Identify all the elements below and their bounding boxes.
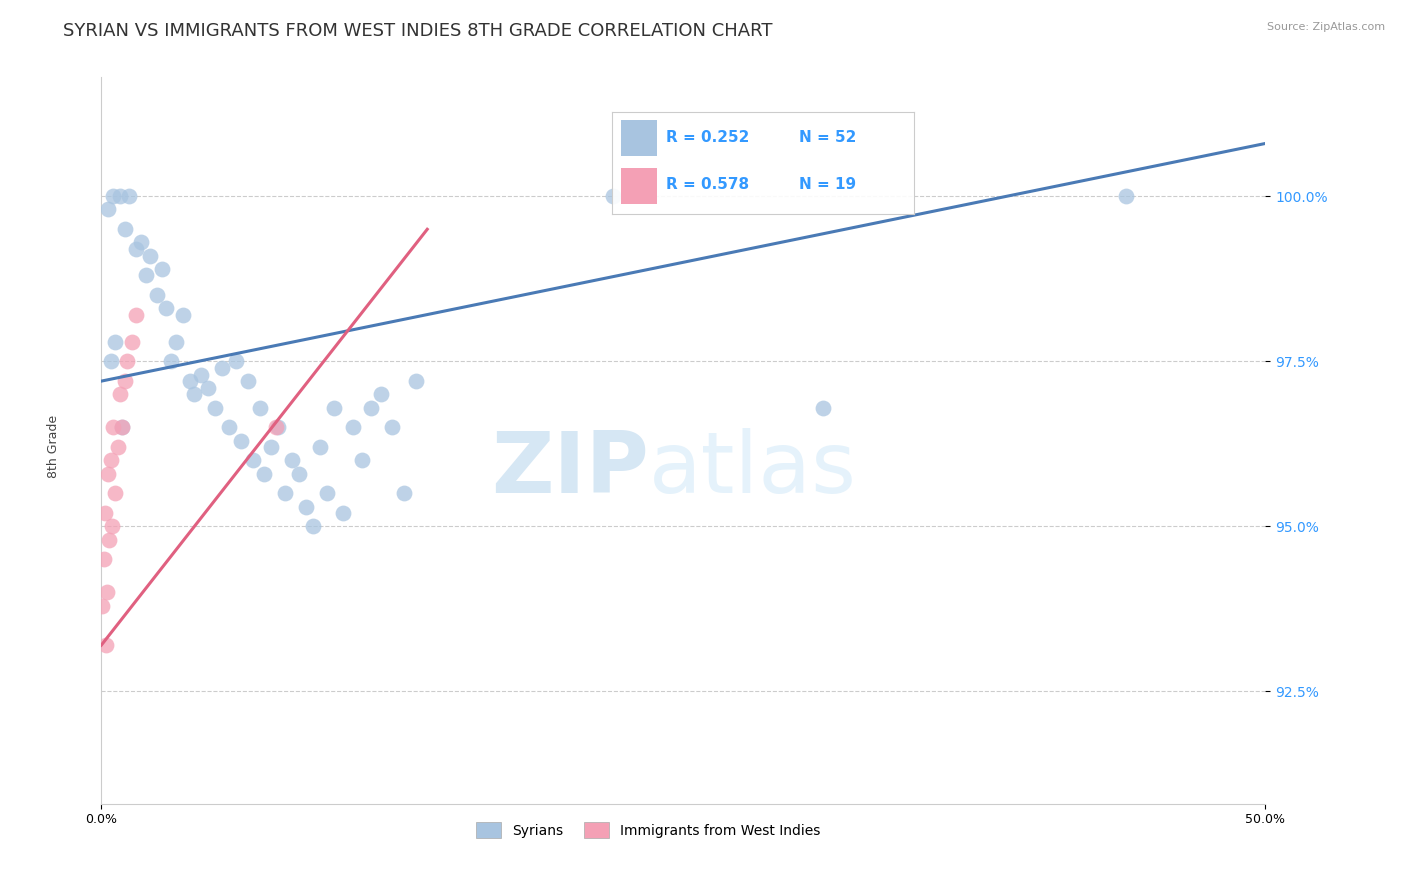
Point	[204, 401, 226, 415]
Point	[360, 401, 382, 415]
Text: Source: ZipAtlas.com: Source: ZipAtlas.com	[1267, 22, 1385, 32]
Point	[111, 420, 134, 434]
Point	[381, 420, 404, 434]
Point	[342, 420, 364, 434]
Point	[229, 434, 252, 448]
Point	[218, 420, 240, 434]
Point	[118, 189, 141, 203]
Point	[264, 420, 287, 434]
Point	[274, 486, 297, 500]
Point	[93, 552, 115, 566]
Point	[121, 334, 143, 349]
Point	[91, 599, 114, 613]
Text: N = 19: N = 19	[799, 178, 856, 193]
Text: SYRIAN VS IMMIGRANTS FROM WEST INDIES 8TH GRADE CORRELATION CHART: SYRIAN VS IMMIGRANTS FROM WEST INDIES 8T…	[63, 22, 773, 40]
Point	[370, 387, 392, 401]
Point	[1115, 189, 1137, 203]
Point	[602, 189, 624, 203]
Point	[114, 374, 136, 388]
Point	[97, 202, 120, 217]
Point	[94, 638, 117, 652]
Text: R = 0.252: R = 0.252	[666, 130, 749, 145]
Point	[249, 401, 271, 415]
Point	[139, 249, 162, 263]
Text: R = 0.578: R = 0.578	[666, 178, 749, 193]
Point	[197, 381, 219, 395]
Point	[260, 440, 283, 454]
Point	[96, 585, 118, 599]
Point	[316, 486, 339, 500]
Point	[172, 308, 194, 322]
Point	[405, 374, 427, 388]
Point	[125, 308, 148, 322]
Point	[150, 261, 173, 276]
Point	[225, 354, 247, 368]
Point	[101, 420, 124, 434]
Point	[98, 533, 121, 547]
Point	[107, 440, 129, 454]
Point	[115, 354, 138, 368]
Point	[111, 420, 134, 434]
Point	[267, 420, 290, 434]
Point	[160, 354, 183, 368]
Point	[100, 453, 122, 467]
Point	[332, 506, 354, 520]
Point	[183, 387, 205, 401]
Point	[100, 354, 122, 368]
Point	[101, 189, 124, 203]
Legend: Syrians, Immigrants from West Indies: Syrians, Immigrants from West Indies	[471, 817, 827, 844]
Point	[302, 519, 325, 533]
Point	[352, 453, 374, 467]
Point	[108, 387, 131, 401]
Text: 8th Grade: 8th Grade	[46, 415, 60, 477]
Point	[309, 440, 332, 454]
Text: atlas: atlas	[648, 428, 856, 511]
Point	[236, 374, 259, 388]
Point	[179, 374, 201, 388]
Point	[392, 486, 415, 500]
Point	[211, 360, 233, 375]
Point	[146, 288, 169, 302]
Text: ZIP: ZIP	[491, 428, 648, 511]
Point	[811, 401, 834, 415]
Point	[108, 189, 131, 203]
Point	[288, 467, 311, 481]
Point	[100, 519, 122, 533]
Point	[135, 268, 157, 283]
Point	[242, 453, 264, 467]
Point	[295, 500, 318, 514]
Point	[323, 401, 346, 415]
Point	[125, 242, 148, 256]
Point	[94, 506, 117, 520]
Point	[165, 334, 187, 349]
Point	[104, 486, 127, 500]
Point	[104, 334, 127, 349]
Point	[97, 467, 120, 481]
Bar	[620, 168, 657, 204]
Point	[129, 235, 152, 250]
Text: N = 52: N = 52	[799, 130, 856, 145]
Bar	[620, 120, 657, 155]
Point	[253, 467, 276, 481]
Point	[281, 453, 304, 467]
Point	[155, 301, 177, 316]
Point	[114, 222, 136, 236]
Point	[190, 368, 212, 382]
